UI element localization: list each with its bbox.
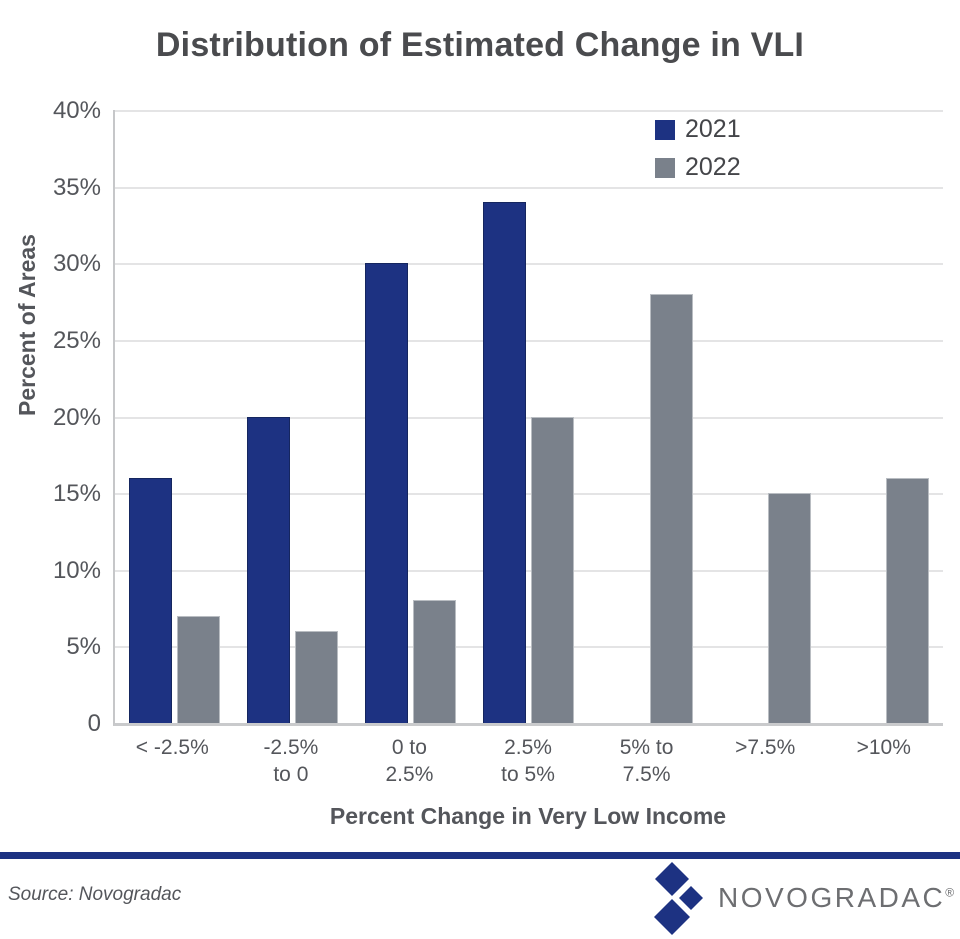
- legend-swatch-2021: [655, 119, 675, 140]
- gridline-25%: [115, 340, 943, 342]
- bar-2022->10%: [886, 477, 930, 723]
- y-tick-15%: 15%: [52, 480, 101, 507]
- y-tick-35%: 35%: [52, 174, 101, 201]
- bar-2021-2.5% to 5%: [483, 201, 527, 723]
- x-tick-0 to 2.5%: 0 to 2.5%: [385, 736, 434, 786]
- chart-title: Distribution of Estimated Change in VLI: [155, 26, 805, 64]
- bar-group->10%: [825, 110, 943, 723]
- novogradac-logo: NOVOGRADAC®: [652, 861, 954, 935]
- footer-divider: [0, 852, 960, 859]
- bar-group-2.5% to 5%: [470, 110, 588, 723]
- x-axis-ticks: < -2.5% -2.5% to 0 0 to 2.5% 2.5% to 5% 5% to 7.…: [113, 734, 943, 788]
- y-tick-40%: 40%: [52, 97, 101, 124]
- gridline-10%: [115, 570, 943, 572]
- plot-area: 2021 2022: [113, 110, 943, 726]
- x-tick->10%: >10%: [856, 736, 911, 759]
- legend-item-2021: 2021: [655, 115, 741, 144]
- gridline-30%: [115, 263, 943, 265]
- x-tick-5% to 7.5%: 5% to 7.5%: [619, 736, 674, 786]
- legend: 2021 2022: [655, 115, 741, 182]
- gridline-40%: [115, 110, 943, 112]
- bar-2021--2.5% to 0: [246, 416, 290, 723]
- y-tick-0: 0: [87, 710, 101, 737]
- gridline-15%: [115, 493, 943, 495]
- bar-group-5% to 7.5%: [588, 110, 706, 723]
- bar-group-0 to 2.5%: [352, 110, 470, 723]
- bar-2022-2.5% to 5%: [531, 416, 575, 723]
- y-tick-25%: 25%: [52, 327, 101, 354]
- bar-group->7.5%: [706, 110, 824, 723]
- y-tick-5%: 5%: [66, 633, 101, 660]
- legend-label-2022: 2022: [685, 153, 741, 181]
- bar-2022-5% to 7.5%: [649, 293, 693, 723]
- x-axis-title: Percent Change in Very Low Income: [329, 803, 727, 829]
- bar-series-container: [115, 110, 943, 723]
- bar-2022-< -2.5%: [176, 615, 220, 723]
- gridline-35%: [115, 187, 943, 189]
- x-tick--2.5% to 0: -2.5% to 0: [263, 736, 319, 786]
- bar-2022-0 to 2.5%: [413, 600, 457, 723]
- source-attribution: Source: Novogradac: [8, 884, 182, 905]
- bar-2021-0 to 2.5%: [365, 263, 409, 723]
- registered-mark: ®: [945, 885, 955, 900]
- legend-label-2021: 2021: [685, 115, 741, 143]
- bar-2022--2.5% to 0: [294, 631, 338, 723]
- gridline-5%: [115, 646, 943, 648]
- x-tick-< -2.5%: < -2.5%: [135, 736, 209, 759]
- legend-item-2022: 2022: [655, 153, 741, 182]
- y-tick-20%: 20%: [52, 404, 101, 431]
- bar-group-< -2.5%: [115, 110, 233, 723]
- y-tick-10%: 10%: [52, 557, 101, 584]
- gridline-20%: [115, 417, 943, 419]
- y-axis-title: Percent of Areas: [14, 234, 40, 416]
- logo-wordmark: NOVOGRADAC®: [718, 882, 955, 913]
- bar-group--2.5% to 0: [233, 110, 351, 723]
- x-tick-2.5% to 5%: 2.5% to 5%: [501, 736, 555, 786]
- y-axis-ticks: 40% 35% 30% 25% 20% 15% 10% 5% 0: [0, 97, 101, 737]
- diamond-logo-icon: [654, 862, 703, 935]
- x-tick->7.5%: >7.5%: [735, 736, 796, 759]
- y-tick-30%: 30%: [52, 250, 101, 277]
- bar-2022->7.5%: [768, 493, 812, 723]
- legend-swatch-2022: [655, 157, 675, 178]
- bar-2021-< -2.5%: [128, 477, 172, 723]
